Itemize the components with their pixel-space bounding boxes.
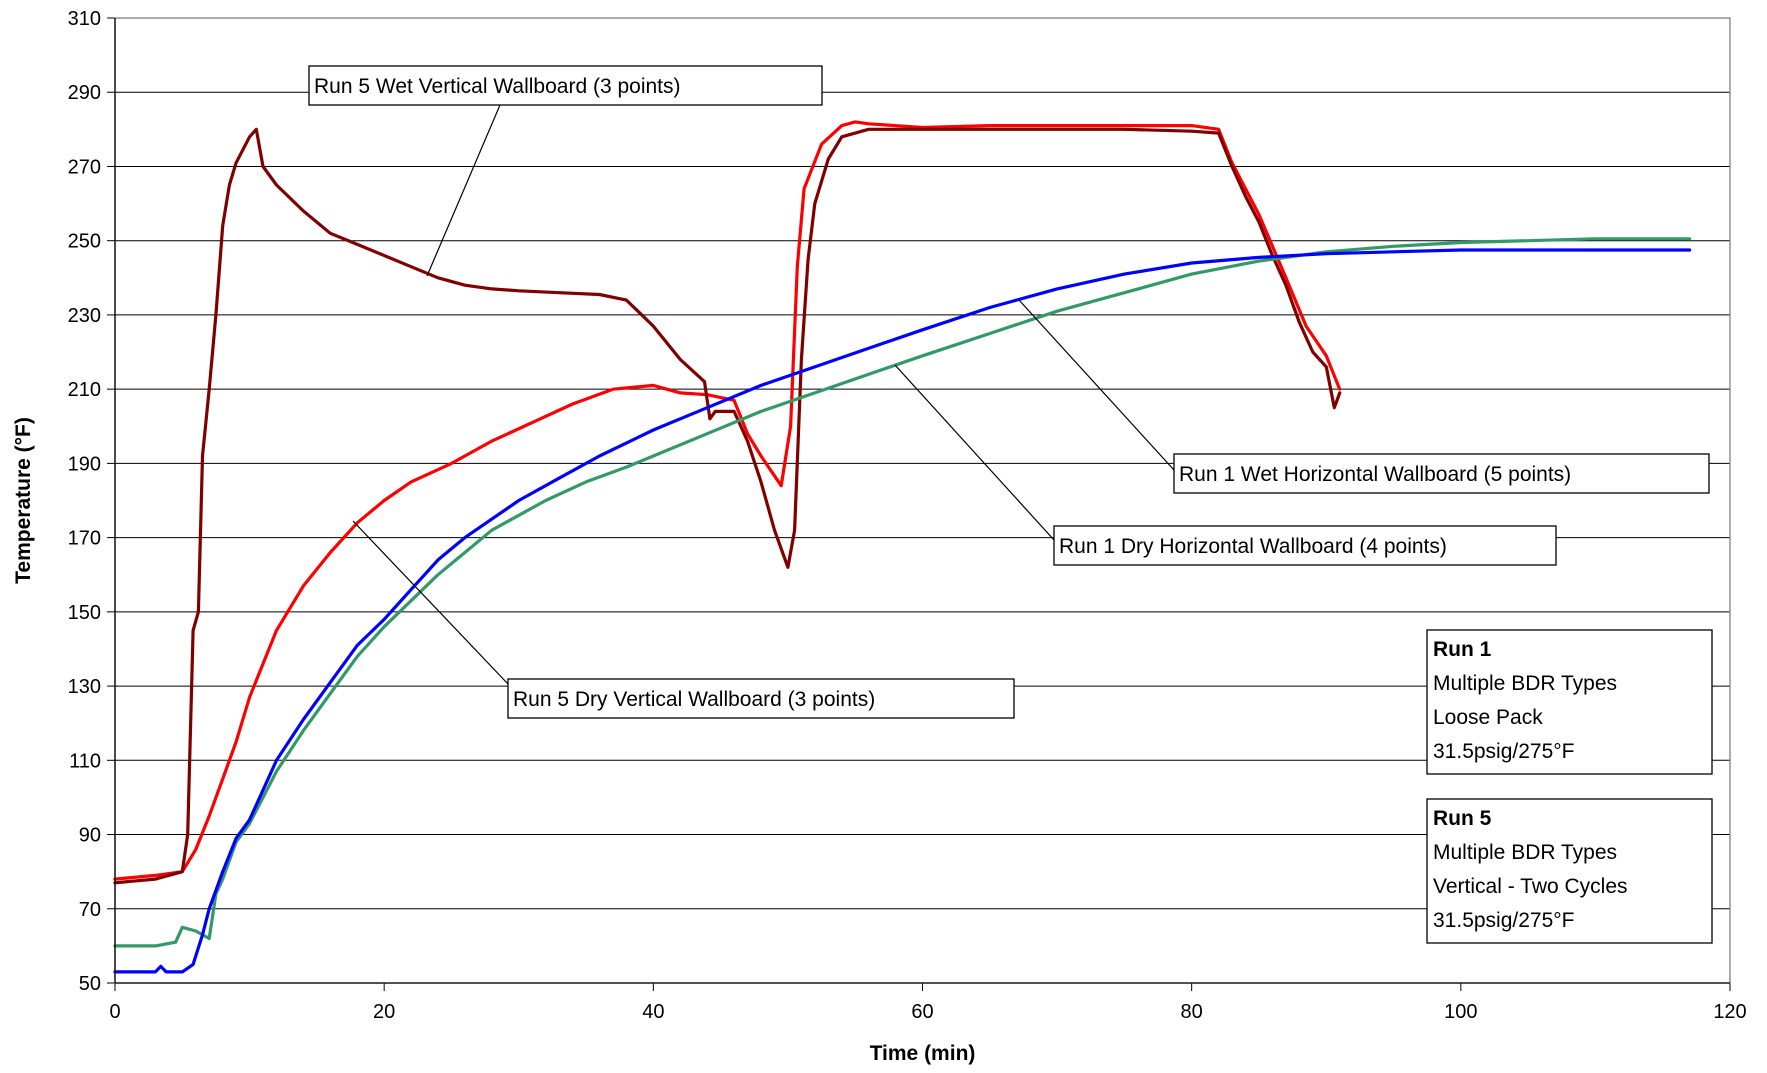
info-box-line: Loose Pack xyxy=(1433,706,1543,729)
callout-box xyxy=(507,678,1015,719)
x-tick-label: 100 xyxy=(1444,1001,1477,1023)
callout-run-1-wet-horizontal-wallboard-5-points: Run 1 Wet Horizontal Wallboard (5 points… xyxy=(1018,299,1710,494)
info-box-frame xyxy=(1426,798,1713,944)
info-box-run-5: Run 5 Multiple BDR Types Vertical - Two Cy… xyxy=(1426,798,1713,944)
y-tick-label: 90 xyxy=(79,825,101,847)
x-tick-label: 80 xyxy=(1181,1001,1203,1023)
info-box-line: 31.5psig/275°F xyxy=(1433,740,1575,763)
y-tick-label: 290 xyxy=(68,82,101,104)
callout-box xyxy=(1173,453,1710,494)
y-tick-label: 230 xyxy=(68,305,101,327)
info-boxes: Run 1 Multiple BDR Types Loose Pack 31.5psi… xyxy=(1426,629,1713,944)
info-box-line: Multiple BDR Types xyxy=(1433,841,1617,864)
callout-label: Run 1 Dry Horizontal Wallboard (4 points… xyxy=(1059,535,1447,558)
callouts: Run 5 Wet Vertical Wallboard (3 points) R… xyxy=(308,65,1710,719)
info-box-line: Multiple BDR Types xyxy=(1433,672,1617,695)
y-tick-label: 210 xyxy=(68,379,101,401)
info-box-title: Run 1 xyxy=(1433,638,1492,661)
info-box-line: Vertical - Two Cycles xyxy=(1433,875,1628,898)
x-axis-title: Time (min) xyxy=(870,1042,976,1065)
callout-label: Run 5 Dry Vertical Wallboard (3 points) xyxy=(513,688,875,711)
axes: 50 70 90 110 130 150 170 190 210 230 250 270 290 310 0… xyxy=(68,8,1747,1023)
y-axis-title: Temperature (°F) xyxy=(12,417,35,584)
y-tick-label: 110 xyxy=(69,750,101,772)
x-tick-label: 40 xyxy=(642,1001,664,1023)
callout-leader-line xyxy=(426,104,501,277)
series-line-run-1-wet-horizontal-wallboard-5-points xyxy=(113,248,1692,974)
callout-box xyxy=(1053,525,1557,566)
info-box-run-1: Run 1 Multiple BDR Types Loose Pack 31.5psi… xyxy=(1426,629,1713,775)
info-box-line: 31.5psig/275°F xyxy=(1433,909,1575,932)
callout-leader-line xyxy=(352,520,509,685)
y-tick-label: 70 xyxy=(79,899,101,921)
callout-run-1-dry-horizontal-wallboard-4-points: Run 1 Dry Horizontal Wallboard (4 points… xyxy=(894,364,1557,566)
series-line-run-1-dry-horizontal-wallboard-4-points xyxy=(113,237,1692,948)
series-line-run-5-dry-vertical-wallboard-3-points xyxy=(113,120,1342,881)
series-line-run-5-wet-vertical-wallboard-3-points xyxy=(113,127,1342,885)
y-tick-label: 150 xyxy=(68,602,101,624)
y-tick-label: 50 xyxy=(79,973,101,995)
y-tick-label: 170 xyxy=(68,528,101,550)
callout-label: Run 1 Wet Horizontal Wallboard (5 points… xyxy=(1179,463,1571,486)
callout-leader-line xyxy=(1018,299,1175,471)
callout-label: Run 5 Wet Vertical Wallboard (3 points) xyxy=(314,75,681,98)
callout-run-5-wet-vertical-wallboard-3-points: Run 5 Wet Vertical Wallboard (3 points) xyxy=(308,65,823,277)
callout-box xyxy=(308,65,823,106)
x-tick-label: 20 xyxy=(373,1001,395,1023)
x-tick-label: 120 xyxy=(1713,1001,1746,1023)
x-tick-label: 0 xyxy=(109,1001,120,1023)
series-lines xyxy=(113,120,1692,974)
y-tick-label: 250 xyxy=(68,231,101,253)
y-tick-label: 310 xyxy=(68,8,101,30)
info-box-frame xyxy=(1426,629,1713,775)
x-tick-label: 60 xyxy=(911,1001,933,1023)
y-tick-label: 190 xyxy=(68,453,101,475)
callout-leader-line xyxy=(894,364,1055,541)
callout-run-5-dry-vertical-wallboard-3-points: Run 5 Dry Vertical Wallboard (3 points) xyxy=(352,520,1015,719)
info-box-title: Run 5 xyxy=(1433,807,1492,830)
y-tick-label: 130 xyxy=(68,676,101,698)
y-tick-label: 270 xyxy=(68,156,101,178)
